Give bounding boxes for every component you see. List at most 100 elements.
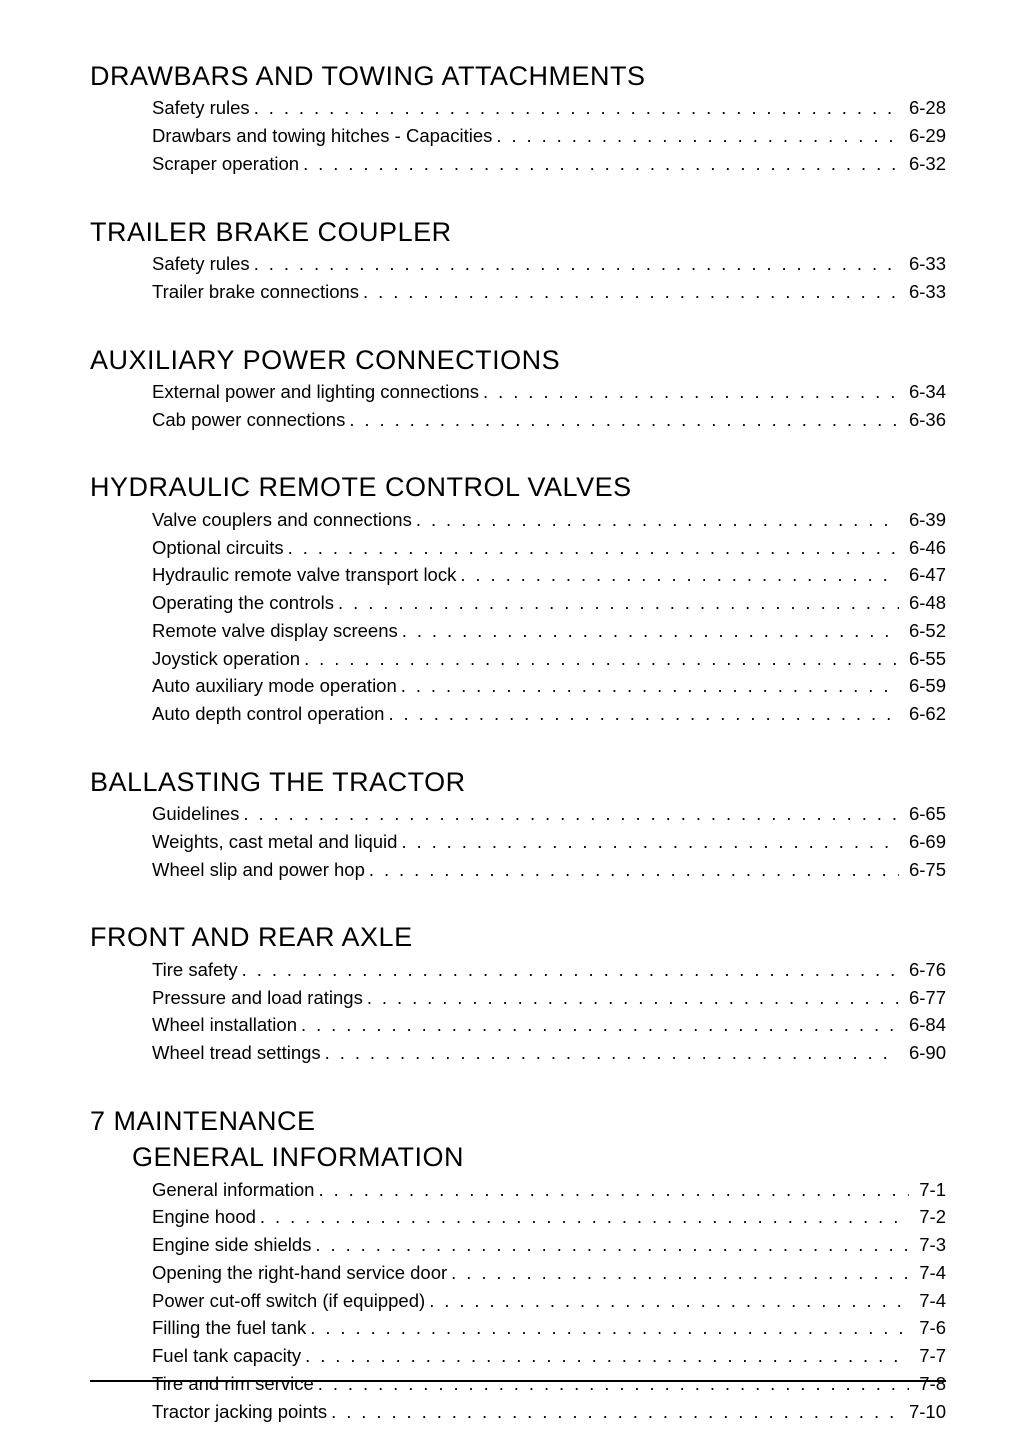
toc-label: Filling the fuel tank [152,1314,306,1342]
toc-leader [304,645,899,673]
toc-page: 7-4 [913,1287,946,1315]
toc-page: 6-33 [903,250,946,278]
toc-entry: Joystick operation 6-55 [152,645,946,673]
toc-page: 6-55 [903,645,946,673]
toc-entry: Cab power connections 6-36 [152,406,946,434]
section-heading: FRONT AND REAR AXLE [90,921,946,953]
toc-entry: Scraper operation 6-32 [152,150,946,178]
toc-section: BALLASTING THE TRACTOR Guidelines 6-65 W… [90,766,946,884]
toc-label: Power cut-off switch (if equipped) [152,1287,425,1315]
toc-label: Opening the right-hand service door [152,1259,447,1287]
toc-label: Tire and rim service [152,1370,314,1398]
toc-entry: Guidelines 6-65 [152,800,946,828]
toc-page: 7-3 [913,1231,946,1259]
toc-leader [401,672,899,700]
toc-leader [318,1176,909,1204]
toc-entry: Engine hood 7-2 [152,1203,946,1231]
toc-label: External power and lighting connections [152,378,479,406]
toc-leader [367,984,899,1012]
toc-label: Safety rules [152,94,250,122]
toc-page: 7-4 [913,1259,946,1287]
toc-page: 6-34 [903,378,946,406]
toc-label: Engine side shields [152,1231,311,1259]
toc-leader [242,956,899,984]
toc-page: 7-7 [913,1342,946,1370]
toc-label: Wheel installation [152,1011,297,1039]
toc-leader [338,589,899,617]
toc-entry: Optional circuits 6-46 [152,534,946,562]
toc-entry: Wheel tread settings 6-90 [152,1039,946,1067]
toc-label: Hydraulic remote valve transport lock [152,561,456,589]
toc-entry: Drawbars and towing hitches - Capacities… [152,122,946,150]
toc-leader [402,617,899,645]
toc-entry: Pressure and load ratings 6-77 [152,984,946,1012]
toc-entry: Power cut-off switch (if equipped) 7-4 [152,1287,946,1315]
toc-entry: Hydraulic remote valve transport lock 6-… [152,561,946,589]
toc-page: 7-1 [913,1176,946,1204]
toc-page: 6-69 [903,828,946,856]
toc-page: 6-52 [903,617,946,645]
toc-leader [260,1203,909,1231]
toc-leader [349,406,899,434]
toc-page: 6-76 [903,956,946,984]
section-heading: DRAWBARS AND TOWING ATTACHMENTS [90,60,946,92]
toc-entry: Valve couplers and connections 6-39 [152,506,946,534]
toc-leader [288,534,899,562]
toc-leader [305,1342,909,1370]
toc-leader [325,1039,899,1067]
toc-section: TRAILER BRAKE COUPLER Safety rules 6-33 … [90,216,946,306]
toc-page: DRAWBARS AND TOWING ATTACHMENTS Safety r… [0,0,1024,1448]
toc-section: HYDRAULIC REMOTE CONTROL VALVES Valve co… [90,471,946,727]
toc-entry: Filling the fuel tank 7-6 [152,1314,946,1342]
toc-entry: Wheel slip and power hop 6-75 [152,856,946,884]
chapter-heading: 7 MAINTENANCE [90,1105,946,1137]
toc-entry: Wheel installation 6-84 [152,1011,946,1039]
toc-entry: Opening the right-hand service door 7-4 [152,1259,946,1287]
toc-leader [483,378,899,406]
toc-label: Joystick operation [152,645,300,673]
toc-leader [243,800,899,828]
toc-entry: Remote valve display screens 6-52 [152,617,946,645]
toc-entry: General information 7-1 [152,1176,946,1204]
toc-label: Operating the controls [152,589,334,617]
toc-page: 6-65 [903,800,946,828]
toc-page: 6-36 [903,406,946,434]
toc-leader [496,122,899,150]
section-heading: AUXILIARY POWER CONNECTIONS [90,344,946,376]
section-heading: HYDRAULIC REMOTE CONTROL VALVES [90,471,946,503]
toc-page: 6-33 [903,278,946,306]
toc-page: 6-29 [903,122,946,150]
toc-entry: Safety rules 6-28 [152,94,946,122]
toc-page: 7-2 [913,1203,946,1231]
toc-leader [363,278,899,306]
toc-page: 6-77 [903,984,946,1012]
toc-label: Weights, cast metal and liquid [152,828,397,856]
toc-section: DRAWBARS AND TOWING ATTACHMENTS Safety r… [90,60,946,178]
toc-label: Drawbars and towing hitches - Capacities [152,122,492,150]
section-heading: BALLASTING THE TRACTOR [90,766,946,798]
toc-label: Engine hood [152,1203,256,1231]
toc-page: 6-28 [903,94,946,122]
toc-leader [310,1314,909,1342]
toc-label: Fuel tank capacity [152,1342,301,1370]
toc-entry: Safety rules 6-33 [152,250,946,278]
toc-label: Cab power connections [152,406,345,434]
toc-label: Optional circuits [152,534,284,562]
toc-entry: Fuel tank capacity 7-7 [152,1342,946,1370]
toc-leader [254,94,899,122]
toc-label: Wheel slip and power hop [152,856,365,884]
toc-entry: Auto auxiliary mode operation 6-59 [152,672,946,700]
toc-page: 6-47 [903,561,946,589]
toc-entry: Tire and rim service 7-8 [152,1370,946,1398]
toc-page: 6-90 [903,1039,946,1067]
toc-section: AUXILIARY POWER CONNECTIONS External pow… [90,344,946,434]
toc-label: Remote valve display screens [152,617,398,645]
toc-entry: Trailer brake connections 6-33 [152,278,946,306]
toc-leader [401,828,899,856]
toc-leader [369,856,899,884]
section-heading: TRAILER BRAKE COUPLER [90,216,946,248]
toc-label: Tire safety [152,956,238,984]
toc-leader [388,700,899,728]
toc-page: 6-46 [903,534,946,562]
toc-leader [303,150,899,178]
